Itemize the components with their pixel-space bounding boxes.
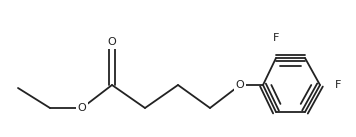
Text: O: O: [108, 37, 116, 47]
Text: O: O: [78, 103, 87, 113]
Text: F: F: [335, 80, 341, 90]
Text: F: F: [273, 33, 279, 43]
Text: O: O: [236, 80, 244, 90]
